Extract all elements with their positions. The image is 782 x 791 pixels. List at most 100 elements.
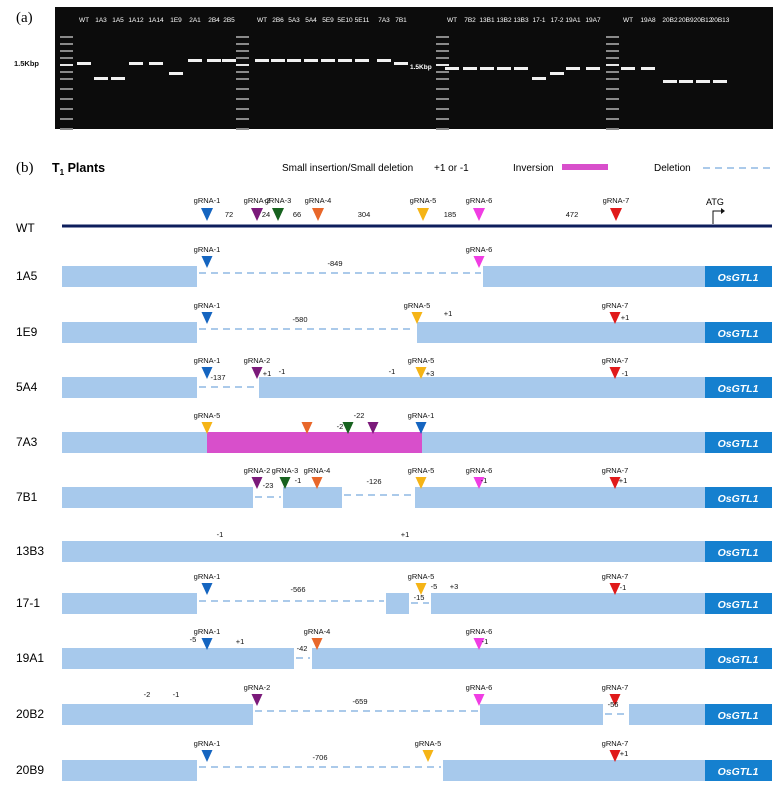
gel-lane-label: 1A12 <box>128 17 144 24</box>
gel-lane-label: 1A3 <box>95 17 107 24</box>
gel-lane-label: 17-2 <box>550 17 563 24</box>
grna-label: gRNA-5 <box>410 196 437 205</box>
indel-annotation: -126 <box>366 477 381 486</box>
grna-label: gRNA-1 <box>408 411 435 420</box>
gel-band <box>480 67 494 70</box>
indel-annotation: -2 <box>337 422 344 431</box>
exon-segment <box>62 648 294 669</box>
exon-segment <box>62 704 253 725</box>
row-label: 20B2 <box>16 707 44 721</box>
gel-lane-label: WT <box>257 17 267 24</box>
legend-small-indel-values: +1 or -1 <box>434 163 469 174</box>
gel-band <box>497 67 511 70</box>
grna-label: gRNA-1 <box>194 572 221 581</box>
row-1a5: 1A5 OsGTL1 gRNA-1 gRNA-6 -849 <box>16 245 772 287</box>
grna-marker-icon <box>251 694 263 706</box>
grna-marker-icon <box>473 477 485 489</box>
indel-annotation: -580 <box>292 315 307 324</box>
gel-band <box>207 59 221 62</box>
atg-arrow-icon <box>712 210 723 224</box>
gene-name: OsGTL1 <box>718 383 759 395</box>
gel-band <box>287 59 301 62</box>
grna-marker-icon <box>201 750 213 762</box>
gel-lane-label: 17-1 <box>532 17 545 24</box>
gel-lane-label: 13B2 <box>496 17 512 24</box>
gel-band <box>463 67 477 70</box>
grna-marker-icon <box>415 477 427 489</box>
exon-segment <box>259 377 705 398</box>
gene-box <box>705 593 772 614</box>
row-label: 19A1 <box>16 651 44 665</box>
indel-annotation: +1 <box>620 749 629 758</box>
row-label: 1A5 <box>16 269 38 283</box>
gel-lane-label: 5E10 <box>337 17 353 24</box>
grna-label: gRNA-5 <box>408 356 435 365</box>
gel-band <box>77 62 91 65</box>
indel-annotation: -1 <box>173 690 180 699</box>
grna-marker-icon <box>610 208 622 221</box>
grna-marker-icon <box>201 367 213 379</box>
gel-lane-label: 2B5 <box>223 17 235 24</box>
exon-segment <box>483 266 705 287</box>
row-label: 7B1 <box>16 490 38 504</box>
gel-lane-label: 2B6 <box>272 17 284 24</box>
gene-name: OsGTL1 <box>718 710 759 722</box>
grna-marker-icon <box>473 208 485 221</box>
inversion-segment <box>207 432 422 453</box>
indel-annotation: -706 <box>312 753 327 762</box>
grna-label: gRNA-3 <box>265 196 292 205</box>
gel-lane-label: 13B3 <box>513 17 529 24</box>
atg-label: ATG <box>706 197 724 207</box>
row-1e9: 1E9 OsGTL1 gRNA-1 gRNA-5 gRNA-7 -580 +1 +1 <box>16 301 772 343</box>
ladder-2 <box>236 36 249 130</box>
grna-label: gRNA-4 <box>304 466 331 475</box>
exon-segment <box>62 487 253 508</box>
grna-marker-icon <box>251 367 263 379</box>
grna-marker-icon <box>473 256 485 268</box>
grna-marker-icon <box>201 312 213 324</box>
grna-marker-icon <box>342 422 354 434</box>
gel-band <box>641 67 655 70</box>
row-label: 17-1 <box>16 596 40 610</box>
gene-box <box>705 432 772 453</box>
wt-distance: 472 <box>566 210 579 219</box>
row-label: 7A3 <box>16 435 38 449</box>
grna-label: gRNA-2 <box>244 196 271 205</box>
indel-annotation: -849 <box>327 259 342 268</box>
gel-band <box>188 59 202 62</box>
indel-annotation: -56 <box>608 700 619 709</box>
gel-band <box>94 77 108 80</box>
gene-box <box>705 322 772 343</box>
gene-name: OsGTL1 <box>718 493 759 505</box>
gel-band <box>550 72 564 75</box>
gel-lane-label: 13B1 <box>479 17 495 24</box>
grna-marker-icon <box>422 750 434 762</box>
gel-lane-label: 5E11 <box>355 17 370 24</box>
grna-label: gRNA-5 <box>404 301 431 310</box>
gel-lane-label: 5E9 <box>322 17 334 24</box>
indel-annotation: -1 <box>217 530 224 539</box>
grna-label: gRNA-5 <box>408 572 435 581</box>
grna-marker-icon <box>312 208 324 221</box>
gel-lane-label: 20B9 <box>678 17 694 24</box>
row-17-1: 17-1 OsGTL1 gRNA-1 gRNA-5 gRNA-7 -566 -5 +3 -15 -… <box>16 572 772 614</box>
indel-annotation: -22 <box>354 411 365 420</box>
indel-annotation: -23 <box>263 481 274 490</box>
gel-lane-label: 19A1 <box>565 17 581 24</box>
grna-marker-icon <box>201 583 213 595</box>
exon-segment <box>62 541 705 562</box>
gel-band <box>129 62 143 65</box>
gel-lane-label: 1E9 <box>170 17 182 24</box>
gel-band <box>679 80 693 83</box>
wt-distance: 185 <box>444 210 457 219</box>
grna-marker-icon <box>201 208 213 221</box>
grna-marker-icon <box>201 638 213 650</box>
gene-box <box>705 541 772 562</box>
grna-label: gRNA-6 <box>466 466 493 475</box>
gel-lane-label: 2A1 <box>189 17 201 24</box>
gel-lane-label: 19A8 <box>640 17 656 24</box>
gel-band <box>255 59 269 62</box>
indel-annotation: -137 <box>210 373 225 382</box>
